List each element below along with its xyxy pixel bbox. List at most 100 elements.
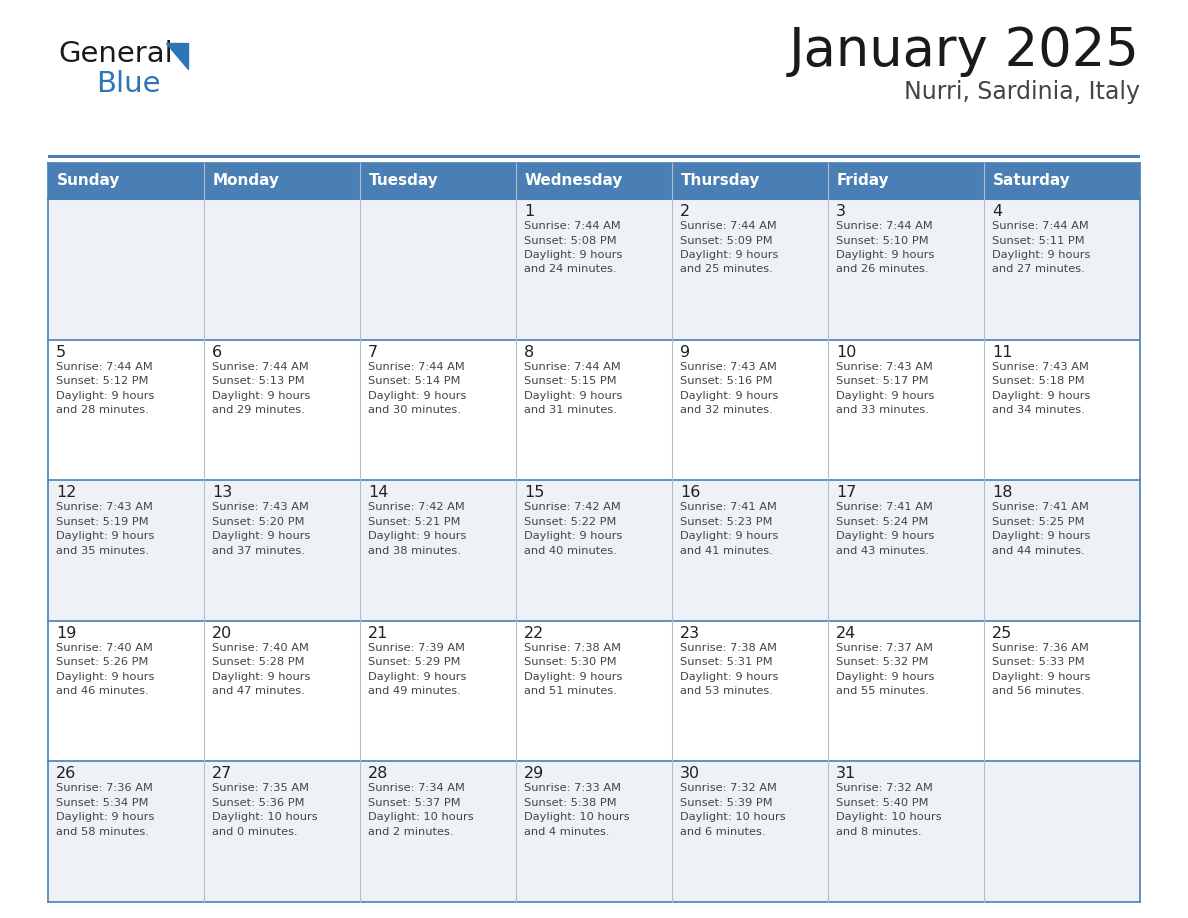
- Bar: [984, 163, 1140, 199]
- Text: 30: 30: [680, 767, 700, 781]
- Bar: [48, 163, 204, 199]
- Text: Sunrise: 7:41 AM: Sunrise: 7:41 AM: [992, 502, 1089, 512]
- Text: Sunset: 5:19 PM: Sunset: 5:19 PM: [56, 517, 148, 527]
- Text: 14: 14: [368, 486, 388, 500]
- Text: and 37 minutes.: and 37 minutes.: [211, 545, 305, 555]
- Text: Daylight: 9 hours: Daylight: 9 hours: [680, 390, 778, 400]
- Text: Daylight: 9 hours: Daylight: 9 hours: [680, 672, 778, 682]
- Text: Daylight: 9 hours: Daylight: 9 hours: [368, 672, 467, 682]
- Text: and 29 minutes.: and 29 minutes.: [211, 405, 305, 415]
- Text: Sunrise: 7:40 AM: Sunrise: 7:40 AM: [56, 643, 153, 653]
- Text: 12: 12: [56, 486, 76, 500]
- Text: Daylight: 10 hours: Daylight: 10 hours: [368, 812, 474, 823]
- Text: 27: 27: [211, 767, 232, 781]
- Text: Sunset: 5:17 PM: Sunset: 5:17 PM: [836, 376, 929, 386]
- Text: Daylight: 9 hours: Daylight: 9 hours: [56, 532, 154, 542]
- Text: 24: 24: [836, 626, 857, 641]
- Text: Nurri, Sardinia, Italy: Nurri, Sardinia, Italy: [904, 80, 1140, 104]
- Polygon shape: [166, 43, 188, 69]
- Text: Sunrise: 7:36 AM: Sunrise: 7:36 AM: [56, 783, 153, 793]
- Text: Sunrise: 7:33 AM: Sunrise: 7:33 AM: [524, 783, 621, 793]
- Text: Daylight: 9 hours: Daylight: 9 hours: [211, 532, 310, 542]
- Bar: [48, 621, 1140, 761]
- Text: Sunrise: 7:32 AM: Sunrise: 7:32 AM: [680, 783, 777, 793]
- Bar: [48, 340, 1140, 480]
- Text: 20: 20: [211, 626, 232, 641]
- Text: Sunset: 5:24 PM: Sunset: 5:24 PM: [836, 517, 928, 527]
- Text: Sunset: 5:10 PM: Sunset: 5:10 PM: [836, 236, 929, 245]
- Text: Sunset: 5:39 PM: Sunset: 5:39 PM: [680, 798, 772, 808]
- Text: and 55 minutes.: and 55 minutes.: [836, 687, 929, 696]
- Text: Sunset: 5:25 PM: Sunset: 5:25 PM: [992, 517, 1085, 527]
- Text: Sunrise: 7:43 AM: Sunrise: 7:43 AM: [992, 362, 1089, 372]
- Text: Sunset: 5:37 PM: Sunset: 5:37 PM: [368, 798, 461, 808]
- Text: and 40 minutes.: and 40 minutes.: [524, 545, 617, 555]
- Text: Daylight: 9 hours: Daylight: 9 hours: [992, 532, 1091, 542]
- Text: Sunrise: 7:40 AM: Sunrise: 7:40 AM: [211, 643, 309, 653]
- Text: Daylight: 9 hours: Daylight: 9 hours: [836, 390, 935, 400]
- Text: and 51 minutes.: and 51 minutes.: [524, 687, 617, 696]
- Text: and 4 minutes.: and 4 minutes.: [524, 827, 609, 837]
- Text: Sunset: 5:15 PM: Sunset: 5:15 PM: [524, 376, 617, 386]
- Text: Sunrise: 7:44 AM: Sunrise: 7:44 AM: [211, 362, 309, 372]
- Text: 15: 15: [524, 486, 544, 500]
- Text: Sunrise: 7:39 AM: Sunrise: 7:39 AM: [368, 643, 465, 653]
- Text: Sunset: 5:34 PM: Sunset: 5:34 PM: [56, 798, 148, 808]
- Text: Daylight: 9 hours: Daylight: 9 hours: [524, 250, 623, 260]
- Text: Daylight: 9 hours: Daylight: 9 hours: [56, 812, 154, 823]
- Text: Sunrise: 7:44 AM: Sunrise: 7:44 AM: [836, 221, 933, 231]
- Text: Daylight: 9 hours: Daylight: 9 hours: [992, 250, 1091, 260]
- Text: and 44 minutes.: and 44 minutes.: [992, 545, 1085, 555]
- Text: Sunset: 5:11 PM: Sunset: 5:11 PM: [992, 236, 1085, 245]
- Text: Sunrise: 7:43 AM: Sunrise: 7:43 AM: [211, 502, 309, 512]
- Text: Daylight: 9 hours: Daylight: 9 hours: [680, 532, 778, 542]
- Text: Sunset: 5:36 PM: Sunset: 5:36 PM: [211, 798, 304, 808]
- Text: Daylight: 9 hours: Daylight: 9 hours: [836, 532, 935, 542]
- Text: and 47 minutes.: and 47 minutes.: [211, 687, 305, 696]
- Text: Sunrise: 7:34 AM: Sunrise: 7:34 AM: [368, 783, 465, 793]
- Text: Daylight: 9 hours: Daylight: 9 hours: [211, 672, 310, 682]
- Text: Daylight: 9 hours: Daylight: 9 hours: [56, 390, 154, 400]
- Text: Friday: Friday: [838, 174, 890, 188]
- Text: and 6 minutes.: and 6 minutes.: [680, 827, 765, 837]
- Text: Daylight: 9 hours: Daylight: 9 hours: [992, 672, 1091, 682]
- Text: Daylight: 9 hours: Daylight: 9 hours: [836, 250, 935, 260]
- Text: Sunset: 5:29 PM: Sunset: 5:29 PM: [368, 657, 461, 667]
- Text: 3: 3: [836, 204, 846, 219]
- Text: Daylight: 9 hours: Daylight: 9 hours: [211, 390, 310, 400]
- Text: and 32 minutes.: and 32 minutes.: [680, 405, 772, 415]
- Text: 4: 4: [992, 204, 1003, 219]
- Bar: [48, 480, 1140, 621]
- Text: and 25 minutes.: and 25 minutes.: [680, 264, 772, 274]
- Bar: [204, 163, 360, 199]
- Text: Sunset: 5:40 PM: Sunset: 5:40 PM: [836, 798, 929, 808]
- Text: 18: 18: [992, 486, 1012, 500]
- Text: 31: 31: [836, 767, 857, 781]
- Text: 21: 21: [368, 626, 388, 641]
- Text: Sunrise: 7:37 AM: Sunrise: 7:37 AM: [836, 643, 933, 653]
- Text: Sunset: 5:22 PM: Sunset: 5:22 PM: [524, 517, 617, 527]
- Text: Sunset: 5:13 PM: Sunset: 5:13 PM: [211, 376, 304, 386]
- Text: and 0 minutes.: and 0 minutes.: [211, 827, 298, 837]
- Text: Sunset: 5:16 PM: Sunset: 5:16 PM: [680, 376, 772, 386]
- Text: Daylight: 9 hours: Daylight: 9 hours: [56, 672, 154, 682]
- Text: Sunrise: 7:44 AM: Sunrise: 7:44 AM: [368, 362, 465, 372]
- Text: Sunset: 5:09 PM: Sunset: 5:09 PM: [680, 236, 772, 245]
- Text: Sunrise: 7:44 AM: Sunrise: 7:44 AM: [680, 221, 777, 231]
- Text: General: General: [58, 40, 172, 68]
- Text: 7: 7: [368, 344, 378, 360]
- Text: 26: 26: [56, 767, 76, 781]
- Text: Saturday: Saturday: [993, 174, 1070, 188]
- Text: 19: 19: [56, 626, 76, 641]
- Text: Sunset: 5:23 PM: Sunset: 5:23 PM: [680, 517, 772, 527]
- Text: and 43 minutes.: and 43 minutes.: [836, 545, 929, 555]
- Text: Daylight: 9 hours: Daylight: 9 hours: [836, 672, 935, 682]
- Text: Blue: Blue: [96, 70, 160, 98]
- Text: 8: 8: [524, 344, 535, 360]
- Text: 10: 10: [836, 344, 857, 360]
- Text: and 27 minutes.: and 27 minutes.: [992, 264, 1085, 274]
- Text: and 8 minutes.: and 8 minutes.: [836, 827, 922, 837]
- Text: Sunset: 5:32 PM: Sunset: 5:32 PM: [836, 657, 929, 667]
- Text: Thursday: Thursday: [681, 174, 760, 188]
- Text: Sunrise: 7:35 AM: Sunrise: 7:35 AM: [211, 783, 309, 793]
